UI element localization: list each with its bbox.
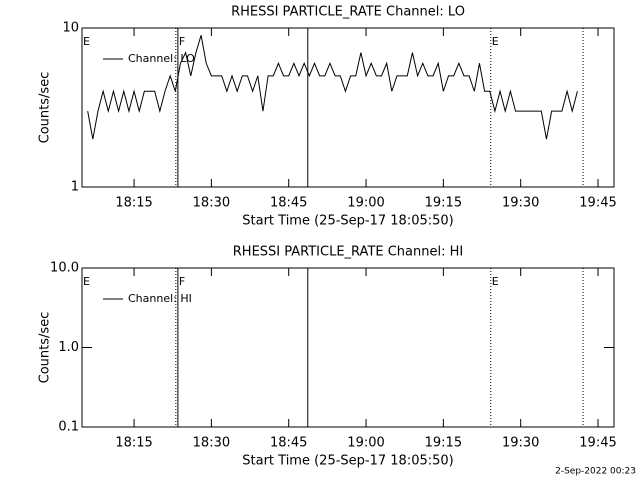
y-axis-label: Counts/sec <box>38 312 53 384</box>
x-axis-label: Start Time (25-Sep-17 18:05:50) <box>242 454 453 469</box>
flag-label: E <box>492 35 499 48</box>
y-tick-label: 1.0 <box>58 340 79 355</box>
flag-label: E <box>83 275 90 288</box>
flag-label: E <box>492 275 499 288</box>
x-tick-label: 19:15 <box>425 436 462 451</box>
footer: 2-Sep-2022 00:23 <box>555 467 636 477</box>
plot-frame <box>81 27 615 188</box>
x-tick-label: 18:30 <box>193 196 230 211</box>
x-tick-label: 19:30 <box>502 436 539 451</box>
y-tick-label: 1 <box>71 180 79 195</box>
flag-label: E <box>83 35 90 48</box>
x-tick-label: 19:45 <box>579 196 616 211</box>
x-axis-label: Start Time (25-Sep-17 18:05:50) <box>242 214 453 229</box>
x-tick-label: 19:45 <box>579 436 616 451</box>
data-line <box>87 35 578 140</box>
x-tick-label: 18:15 <box>115 436 152 451</box>
y-tick-label: 10.0 <box>50 261 79 276</box>
legend-label: Channel: HI <box>128 292 192 305</box>
chart-title: RHESSI PARTICLE_RATE Channel: LO <box>231 5 465 20</box>
x-tick-label: 19:00 <box>347 196 384 211</box>
flag-label: F <box>179 35 185 48</box>
x-tick-label: 18:45 <box>270 436 307 451</box>
flag-label: F <box>179 275 185 288</box>
x-tick-label: 19:30 <box>502 196 539 211</box>
x-tick-label: 19:00 <box>347 436 384 451</box>
x-tick-label: 18:15 <box>115 196 152 211</box>
legend-label: Channel: LO <box>128 52 195 65</box>
y-tick-label: 10 <box>62 21 79 36</box>
y-axis-label: Counts/sec <box>38 72 53 144</box>
x-tick-label: 19:15 <box>425 196 462 211</box>
x-tick-label: 18:30 <box>193 436 230 451</box>
y-tick-label: 0.1 <box>58 420 79 435</box>
chart-title: RHESSI PARTICLE_RATE Channel: HI <box>233 245 463 260</box>
x-tick-label: 18:45 <box>270 196 307 211</box>
